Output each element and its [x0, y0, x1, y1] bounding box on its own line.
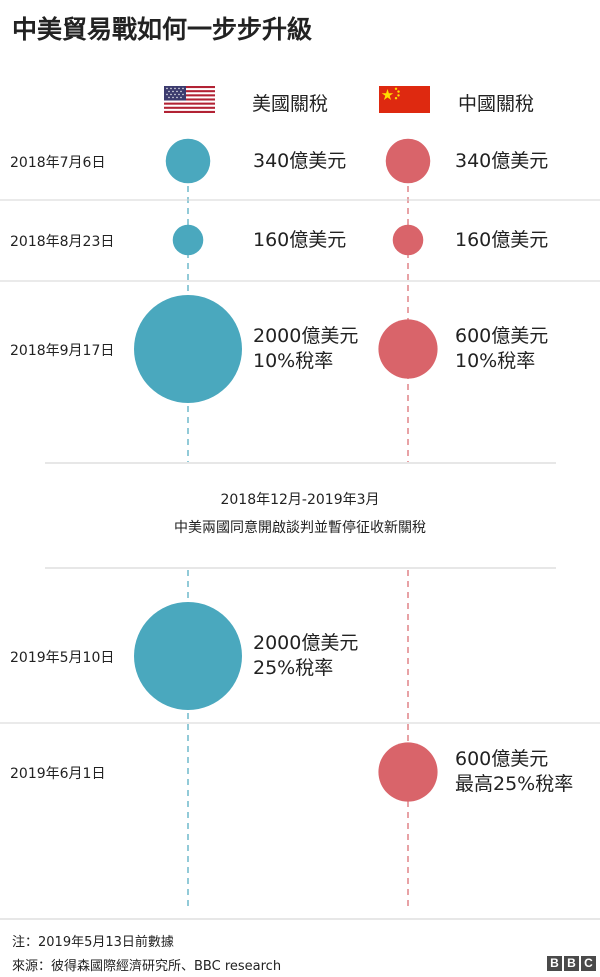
china-tariff-label: 最高25%稅率: [455, 773, 574, 795]
us-tariff-label: 10%稅率: [253, 350, 334, 372]
china-tariff-bubble: [392, 224, 424, 256]
china-tariff-label: 600億美元: [455, 325, 549, 347]
event-date: 2018年8月23日: [10, 234, 115, 250]
us-tariff-bubble: [165, 138, 211, 184]
china-tariff-bubble: [378, 319, 438, 379]
china-tariff-bubble: [378, 742, 438, 802]
us-tariff-label: 25%稅率: [253, 657, 334, 679]
bbc-logo-letter: C: [581, 956, 596, 971]
event-date: 2018年9月17日: [10, 343, 115, 359]
event-date: 2019年5月10日: [10, 650, 115, 666]
bbc-logo-letter: B: [547, 956, 562, 971]
bbc-logo-letter: B: [564, 956, 579, 971]
pause-period: 2018年12月-2019年3月: [220, 492, 380, 508]
us-tariff-bubble: [134, 295, 242, 403]
china-tariff-label: 10%稅率: [455, 350, 536, 372]
us-column-header: 美國關稅: [252, 93, 329, 115]
china-tariff-label: 160億美元: [455, 228, 549, 251]
us-tariff-label: 160億美元: [253, 228, 347, 251]
bbc-logo: B B C: [547, 956, 596, 971]
chart-title: 中美貿易戰如何一步步升級: [12, 15, 313, 44]
china-tariff-label: 600億美元: [455, 748, 549, 770]
footer-note: 注：2019年5月13日前數據: [12, 935, 174, 950]
us-tariff-bubble: [172, 224, 204, 256]
china-tariff-label: 340億美元: [455, 149, 549, 172]
china-flag-icon: [379, 86, 430, 113]
us-flag-icon: [164, 86, 215, 113]
china-column-header: 中國關稅: [458, 93, 535, 115]
us-tariff-label: 2000億美元: [253, 325, 359, 347]
footer-source: 來源：彼得森國際經濟研究所、BBC research: [12, 959, 282, 974]
china-tariff-bubble: [385, 138, 431, 184]
us-tariff-label: 2000億美元: [253, 632, 359, 654]
us-tariff-bubble: [134, 602, 242, 710]
event-date: 2019年6月1日: [10, 766, 106, 782]
pause-description: 中美兩國同意開啟談判並暫停征收新關稅: [174, 520, 426, 536]
us-tariff-label: 340億美元: [253, 149, 347, 172]
event-date: 2018年7月6日: [10, 155, 106, 171]
